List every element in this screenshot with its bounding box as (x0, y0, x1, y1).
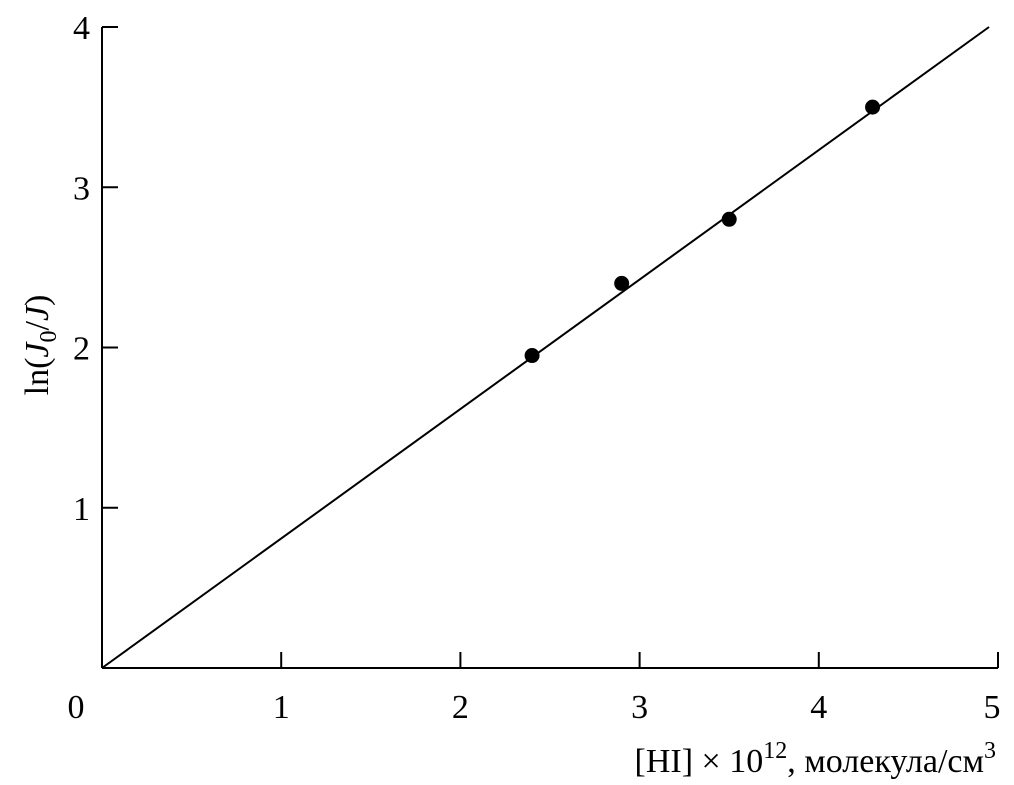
x-tick-label: 4 (810, 689, 827, 726)
y-ticks: 1 2 3 4 (73, 10, 118, 528)
x-tick-label: 2 (452, 689, 469, 726)
data-point (614, 275, 630, 291)
x-ticks: 0 1 2 3 4 5 (68, 652, 1001, 726)
y-tick-label: 4 (73, 10, 90, 47)
x-axis-label: [HI] × 1012, молекула/см3 (635, 738, 996, 780)
y-tick-label: 1 (73, 491, 90, 528)
x-tick-label: 0 (68, 689, 85, 726)
fit-line (101, 26, 990, 669)
data-point (524, 348, 540, 364)
data-points (524, 99, 881, 364)
data-point (721, 211, 737, 227)
y-axis-label: ln(J0/J) (19, 295, 62, 396)
x-tick-label: 1 (273, 689, 290, 726)
y-tick-label: 2 (73, 331, 90, 368)
x-tick-label: 5 (984, 689, 1001, 726)
y-tick-label: 3 (73, 170, 90, 207)
x-tick-label: 3 (631, 689, 648, 726)
data-point (865, 99, 881, 115)
